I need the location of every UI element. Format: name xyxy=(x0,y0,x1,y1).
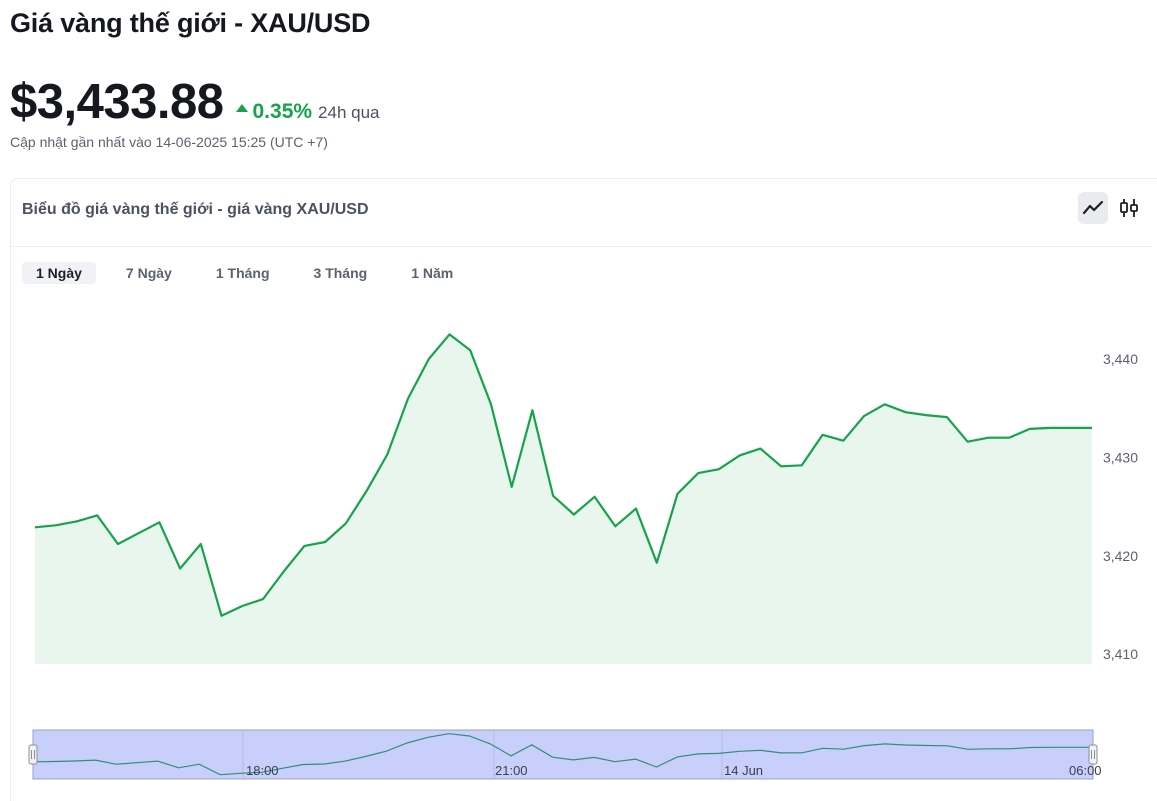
last-updated: Cập nhật gần nhất vào 14-06-2025 15:25 (… xyxy=(10,134,328,150)
chart-card-header: Biểu đồ giá vàng thế giới - giá vàng XAU… xyxy=(11,179,1151,247)
range-1-month[interactable]: 1 Tháng xyxy=(215,265,270,281)
navigator-tick-label: 21:00 xyxy=(495,763,528,778)
candlestick-icon xyxy=(1120,199,1138,217)
price-line xyxy=(34,333,1092,617)
range-navigator[interactable]: 18:00 21:00 14 Jun 06:00 xyxy=(28,729,1102,780)
range-7-days[interactable]: 7 Ngày xyxy=(125,265,172,281)
chart-type-toggle xyxy=(1078,192,1144,224)
y-tick-label: 3,410 xyxy=(1103,646,1138,662)
y-tick-label: 3,420 xyxy=(1103,548,1138,564)
range-1-day[interactable]: 1 Ngày xyxy=(22,262,96,284)
candlestick-button[interactable] xyxy=(1114,192,1144,224)
arrow-up-icon xyxy=(235,104,248,112)
range-1-year[interactable]: 1 Năm xyxy=(411,265,454,281)
page-title: Giá vàng thế giới - XAU/USD xyxy=(10,8,371,38)
navigator-tick-label: 14 Jun xyxy=(724,763,763,778)
navigator-right-handle[interactable] xyxy=(1088,744,1098,765)
navigator-tick-label: 18:00 xyxy=(246,763,279,778)
change-percent: 0.35% xyxy=(252,100,313,123)
navigator-selection[interactable] xyxy=(32,729,1094,780)
price-area xyxy=(35,334,1092,664)
current-price: $3,433.88 xyxy=(10,75,224,129)
price-row: $3,433.88 0.35% 24h qua xyxy=(10,74,380,130)
time-range-tabs: 1 Ngày 7 Ngày 1 Tháng 3 Tháng 1 Năm xyxy=(22,262,483,284)
y-axis: 3,410 3,420 3,430 3,440 xyxy=(1103,351,1138,662)
navigator-tick-label: 06:00 xyxy=(1069,763,1102,778)
navigator-left-handle[interactable] xyxy=(28,744,38,765)
y-tick-label: 3,440 xyxy=(1103,351,1138,367)
line-chart-icon xyxy=(1082,200,1104,215)
chart-card-title: Biểu đồ giá vàng thế giới - giá vàng XAU… xyxy=(22,201,369,218)
y-tick-label: 3,430 xyxy=(1103,449,1138,465)
navigator-line xyxy=(32,733,1093,776)
change-period: 24h qua xyxy=(318,103,380,122)
line-chart-button[interactable] xyxy=(1078,192,1108,224)
range-3-months[interactable]: 3 Tháng xyxy=(313,265,368,281)
